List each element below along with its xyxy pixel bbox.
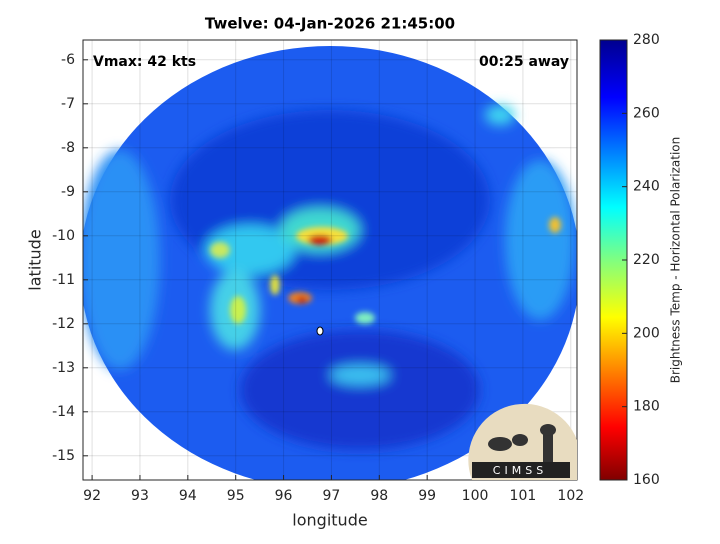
annotation: 00:25 away [479,54,569,70]
imagery [83,46,577,480]
y-tick-label: -10 [52,228,75,244]
x-axis-label: longitude [292,511,367,530]
x-tick-label: 92 [83,488,101,504]
colorbar-tick-label: 220 [633,252,660,268]
x-tick-label: 95 [227,488,245,504]
y-tick-label: -6 [61,52,75,68]
x-tick-label: 99 [418,488,436,504]
x-tick-label: 93 [131,488,149,504]
x-tick-label: 97 [323,488,341,504]
y-tick-label: -8 [61,140,75,156]
x-tick-label: 102 [557,488,584,504]
x-tick-label: 96 [275,488,293,504]
colorbar-tick-label: 180 [633,399,660,415]
y-tick-label: -13 [52,360,75,376]
colorbar-tick-label: 260 [633,105,660,121]
y-tick-label: -12 [52,316,75,332]
y-tick-label: -11 [52,272,75,288]
colorbar-tick-label: 240 [633,179,660,195]
logo-text: CIMSS [493,464,547,477]
y-tick-label: -14 [52,404,75,420]
y-axis-label: latitude [26,229,45,290]
annotation: Vmax: 42 kts [93,54,196,70]
x-tick-label: 101 [510,488,537,504]
plot-frame [82,39,578,481]
x-tick-label: 94 [179,488,197,504]
y-tick-label: -9 [61,184,75,200]
colorbar-tick-label: 160 [633,472,660,488]
y-tick-label: -7 [61,96,75,112]
colorbar-tick-label: 280 [633,32,660,48]
colorbar-tick-label: 200 [633,325,660,341]
x-tick-label: 98 [370,488,388,504]
logo: CIMSS [468,403,577,480]
x-tick-label: 100 [462,488,489,504]
chart-title: Twelve: 04-Jan-2026 21:45:00 [205,15,455,33]
y-tick-label: -15 [52,448,75,464]
colorbar-label: Brightness Temp - Horizontal Polarizatio… [669,137,683,384]
